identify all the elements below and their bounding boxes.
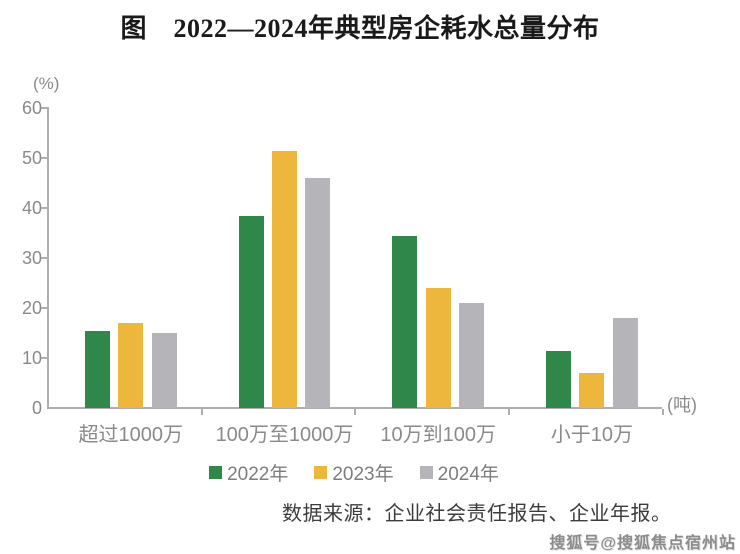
legend-label-2024年: 2024年 [437,464,499,485]
y-tick-mark-40 [41,207,48,209]
x-tick-mark-3 [508,409,511,415]
y-tick-label-40: 40 [21,198,42,218]
legend-swatch-2024年 [419,466,433,479]
category-label-100万至1000万: 100万至1000万 [215,424,354,446]
legend-swatch-2022年 [209,466,223,479]
chart-title: 图 2022—2024年典型房企耗水总量分布 [120,14,600,43]
legend-item-2024年: 2024年 [419,459,499,486]
y-tick-label-50: 50 [21,148,42,168]
bar-2022年-100万至1000万 [238,215,264,408]
bar-2024年-10万到100万 [459,303,484,408]
bar-2022年-10万到100万 [392,235,418,408]
category-label-小于10万: 小于10万 [550,424,634,446]
legend-swatch-2023年 [314,466,328,479]
category-label-超过1000万: 超过1000万 [78,424,184,446]
y-tick-mark-20 [41,307,48,309]
legend-item-2023年: 2023年 [314,459,394,486]
y-tick-label-0: 0 [31,398,42,418]
y-axis-unit-label: (%) [33,74,60,93]
x-axis-unit-label: (吨) [667,395,697,415]
legend-label-2023年: 2023年 [332,464,394,485]
y-axis-line [47,107,49,409]
legend: 2022年 2023年 2024年 [0,459,708,486]
x-tick-mark-4 [661,409,664,415]
bar-2023年-小于10万 [579,373,605,408]
y-tick-label-60: 60 [21,98,42,118]
source-note: 数据来源：企业社会责任报告、企业年报。 [282,503,672,525]
category-label-10万到100万: 10万到100万 [380,424,496,446]
y-tick-mark-50 [41,157,48,159]
bar-2023年-超过1000万 [118,323,144,408]
bar-2023年-100万至1000万 [272,150,297,408]
bar-2024年-小于10万 [612,318,638,408]
bar-2022年-超过1000万 [85,330,110,408]
legend-label-2022年: 2022年 [227,464,289,485]
y-tick-mark-30 [41,257,48,259]
x-tick-mark-2 [354,409,357,415]
y-tick-label-20: 20 [21,298,42,318]
bar-2022年-小于10万 [546,350,572,408]
bar-2024年-超过1000万 [151,333,177,408]
y-tick-mark-10 [41,357,48,359]
bar-2024年-100万至1000万 [305,178,331,408]
y-tick-label-30: 30 [21,248,42,268]
y-tick-label-10: 10 [21,348,42,368]
y-tick-mark-60 [41,107,48,109]
x-tick-mark-1 [200,409,203,415]
legend-item-2022年: 2022年 [209,459,288,486]
x-axis-line [47,407,662,409]
bar-2023年-10万到100万 [425,288,451,408]
watermark: 搜狐号@搜狐焦点宿州站 [549,535,736,552]
